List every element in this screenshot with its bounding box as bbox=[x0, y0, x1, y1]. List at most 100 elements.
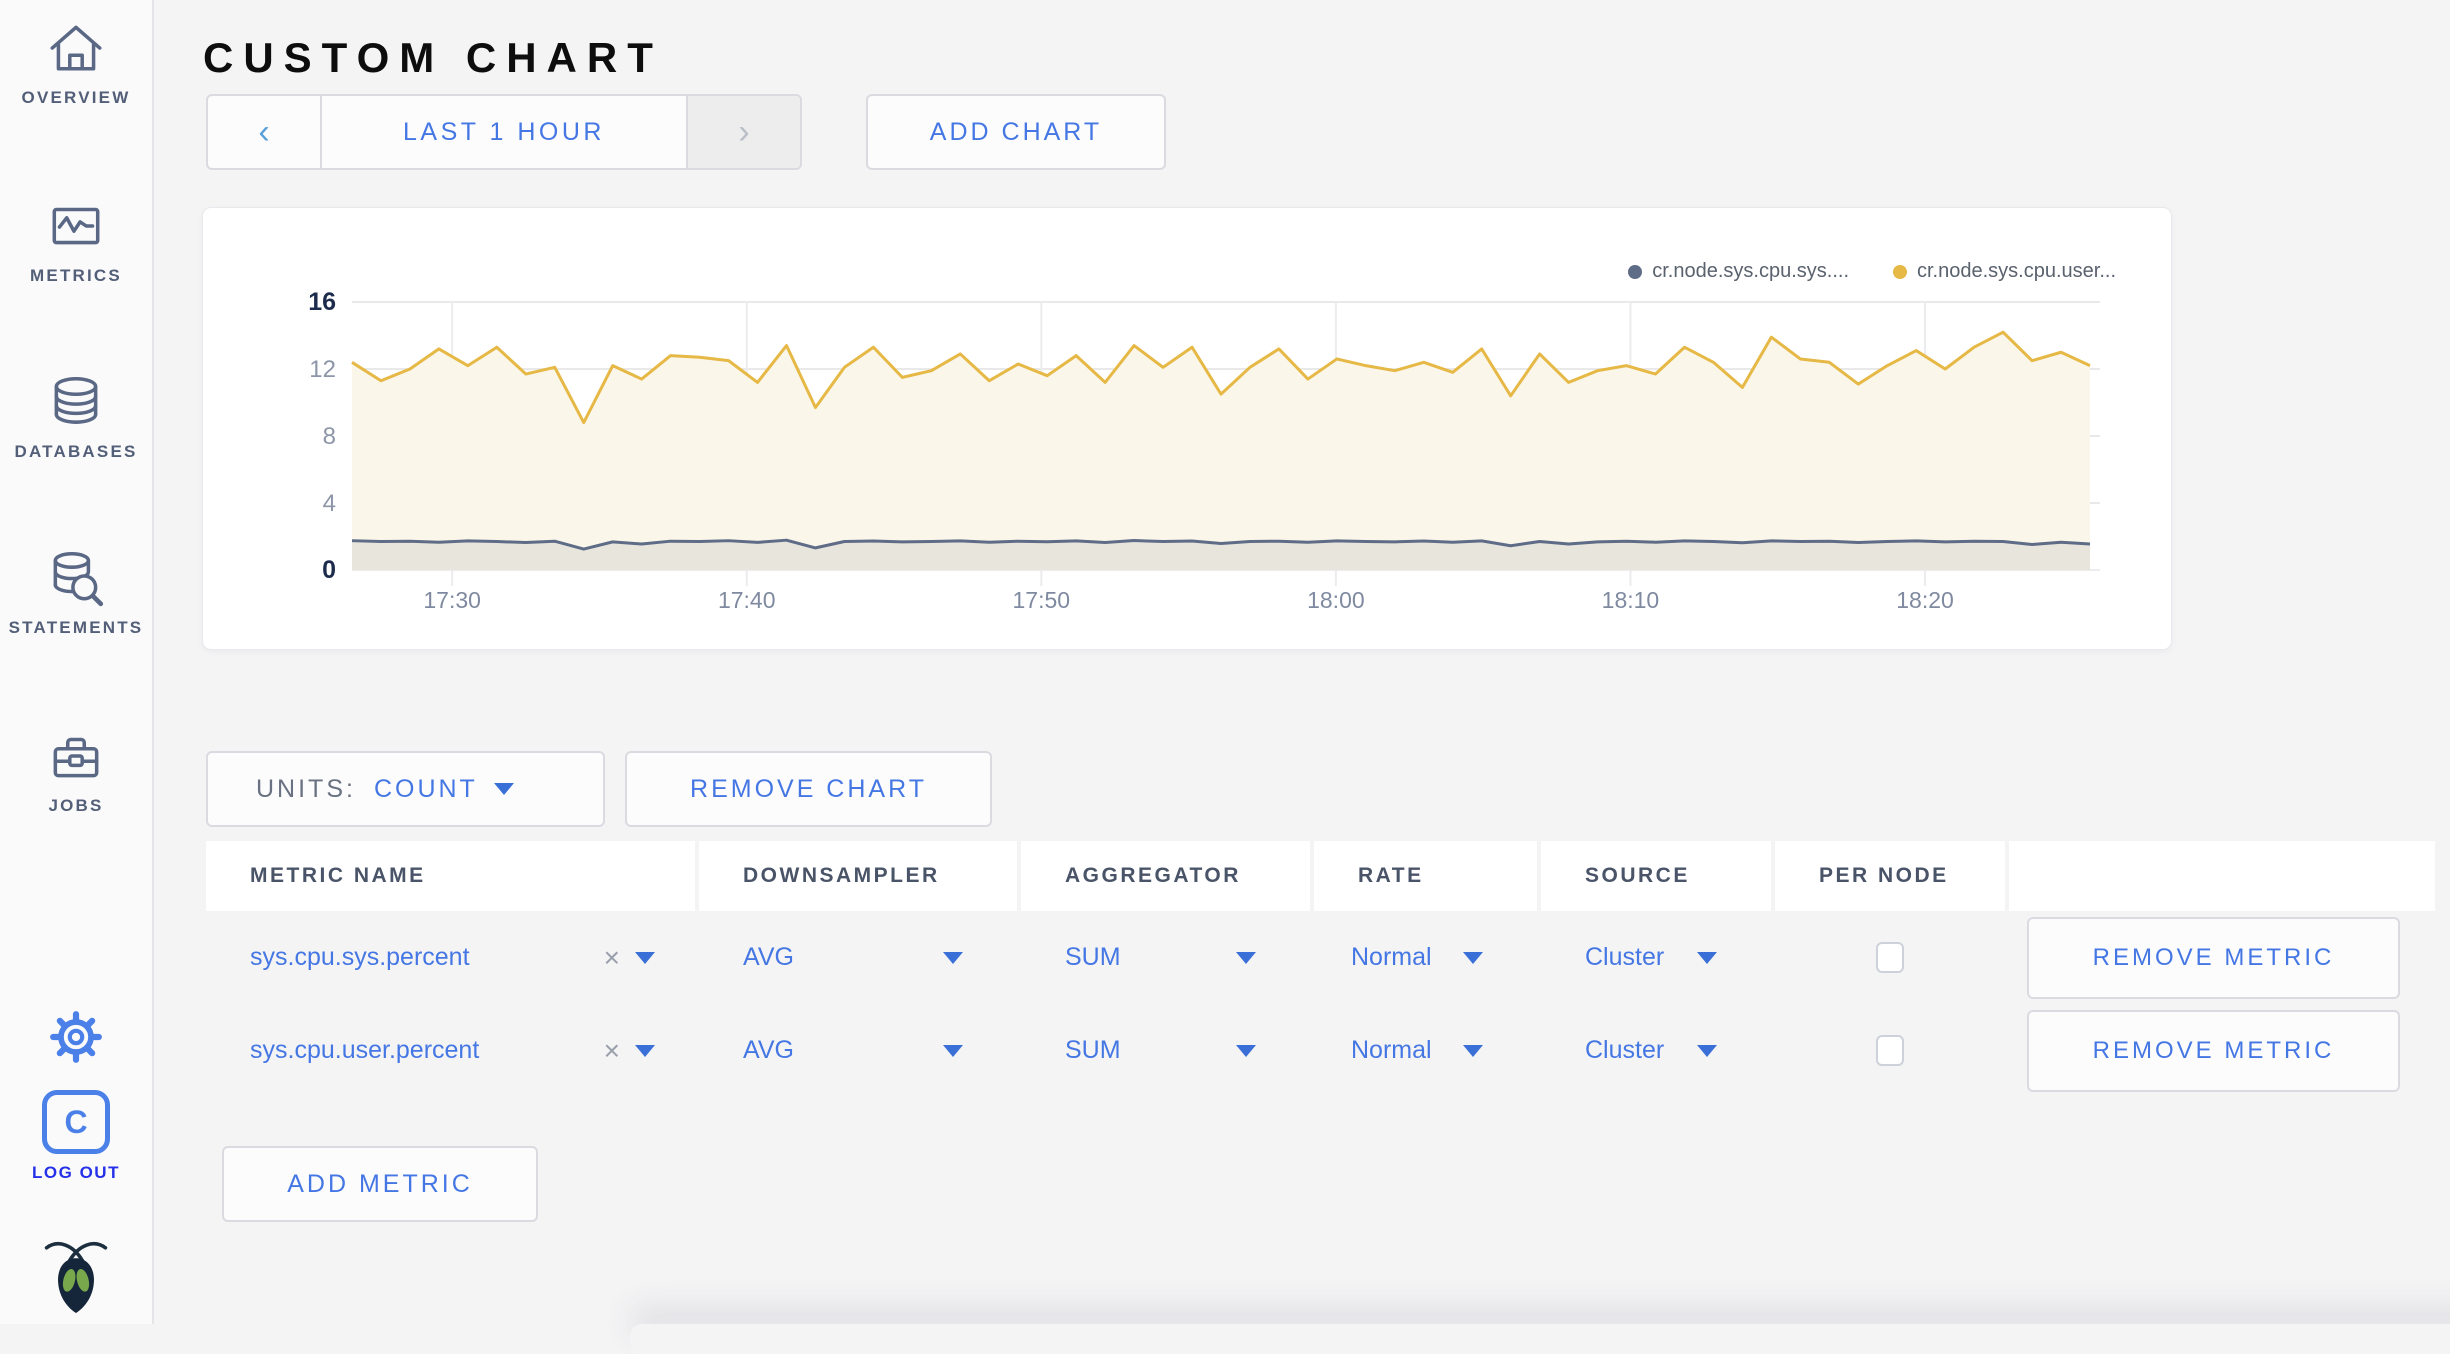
remove-metric-button[interactable]: REMOVE METRIC bbox=[2027, 916, 2400, 999]
legend-dot-sys bbox=[1628, 264, 1643, 279]
source-value: Cluster bbox=[1585, 943, 1665, 971]
briefcase-icon bbox=[45, 724, 107, 786]
column-header-per-node: PER NODE bbox=[1775, 841, 2005, 911]
c-letter: C bbox=[64, 1103, 88, 1140]
logout-button[interactable]: C LOG OUT bbox=[0, 1090, 152, 1183]
downsampler-select[interactable]: AVG bbox=[699, 1004, 1017, 1097]
svg-text:18:20: 18:20 bbox=[1896, 587, 1954, 613]
add-metric-button[interactable]: ADD METRIC bbox=[222, 1146, 538, 1222]
remove-metric-button[interactable]: REMOVE METRIC bbox=[2027, 1009, 2400, 1092]
column-header-actions bbox=[2009, 841, 2435, 911]
cockroach-bug-icon bbox=[43, 1232, 109, 1314]
chart-legend: cr.node.sys.cpu.sys.... cr.node.sys.cpu.… bbox=[1628, 260, 2116, 283]
chevron-down-icon bbox=[943, 951, 963, 964]
time-range-prev-button[interactable]: ‹ bbox=[208, 96, 322, 168]
chevron-down-icon bbox=[943, 1044, 963, 1057]
svg-text:17:30: 17:30 bbox=[423, 587, 481, 613]
column-header-aggregator: AGGREGATOR bbox=[1021, 841, 1310, 911]
sidebar: OVERVIEW METRICS DATABASES bbox=[0, 0, 154, 1324]
legend-item-sys[interactable]: cr.node.sys.cpu.sys.... bbox=[1628, 260, 1849, 283]
column-header-downsampler: DOWNSAMPLER bbox=[699, 841, 1017, 911]
per-node-cell bbox=[1775, 911, 2005, 1004]
chevron-down-icon bbox=[635, 951, 655, 964]
statements-icon bbox=[45, 546, 107, 608]
logout-label: LOG OUT bbox=[32, 1163, 120, 1182]
units-label: UNITS: bbox=[256, 774, 356, 803]
cockroach-logo bbox=[0, 1232, 152, 1314]
per-node-checkbox[interactable] bbox=[1876, 1035, 1904, 1066]
rate-select[interactable]: Normal bbox=[1314, 1004, 1537, 1097]
aggregator-select[interactable]: SUM bbox=[1021, 911, 1310, 1004]
gear-icon bbox=[47, 1008, 105, 1066]
time-range-label[interactable]: LAST 1 HOUR bbox=[403, 117, 605, 146]
units-dropdown[interactable]: UNITS: COUNT bbox=[206, 751, 605, 827]
metrics-icon bbox=[45, 194, 107, 256]
metric-name-value: sys.cpu.user.percent bbox=[250, 1036, 480, 1064]
svg-text:18:00: 18:00 bbox=[1307, 587, 1365, 613]
chevron-down-icon bbox=[1463, 951, 1483, 964]
chart-svg: 0 4 8 12 16 17:30 17:40 17:50 18:00 18:10 18:20 bbox=[308, 288, 2100, 613]
aggregator-value: SUM bbox=[1065, 1036, 1121, 1064]
svg-text:12: 12 bbox=[309, 356, 336, 383]
column-header-metric-name: METRIC NAME bbox=[206, 841, 695, 911]
metrics-table: METRIC NAME DOWNSAMPLER AGGREGATOR RATE … bbox=[206, 841, 2435, 1097]
sidebar-item-databases[interactable]: DATABASES bbox=[0, 370, 152, 462]
remove-chart-button[interactable]: REMOVE CHART bbox=[625, 751, 992, 827]
chart-card: cr.node.sys.cpu.sys.... cr.node.sys.cpu.… bbox=[203, 208, 2171, 649]
svg-text:16: 16 bbox=[308, 288, 336, 316]
source-value: Cluster bbox=[1585, 1036, 1665, 1064]
sidebar-item-metrics[interactable]: METRICS bbox=[0, 194, 152, 286]
legend-item-user[interactable]: cr.node.sys.cpu.user... bbox=[1893, 260, 2116, 283]
chevron-down-icon bbox=[493, 783, 514, 795]
page-title: CUSTOM CHART bbox=[203, 34, 663, 82]
svg-text:17:50: 17:50 bbox=[1013, 587, 1071, 613]
actions-cell: REMOVE METRIC bbox=[2009, 911, 2435, 1004]
column-header-rate: RATE bbox=[1314, 841, 1537, 911]
legend-label: cr.node.sys.cpu.user... bbox=[1917, 260, 2116, 282]
chevron-right-icon: › bbox=[738, 112, 750, 151]
sidebar-item-jobs[interactable]: JOBS bbox=[0, 724, 152, 816]
metric-name-select[interactable]: sys.cpu.user.percent × bbox=[206, 1004, 695, 1097]
time-range-selector: ‹ LAST 1 HOUR › bbox=[206, 94, 802, 170]
sidebar-item-label: JOBS bbox=[48, 796, 104, 815]
downsampler-select[interactable]: AVG bbox=[699, 911, 1017, 1004]
units-value: COUNT bbox=[373, 774, 478, 803]
legend-dot-user bbox=[1893, 264, 1907, 279]
svg-text:8: 8 bbox=[323, 423, 336, 450]
metric-name-value: sys.cpu.sys.percent bbox=[250, 943, 470, 971]
chevron-down-icon bbox=[1697, 1044, 1717, 1057]
chevron-down-icon bbox=[1236, 1044, 1256, 1057]
chevron-down-icon bbox=[1697, 951, 1717, 964]
column-header-source: SOURCE bbox=[1541, 841, 1771, 911]
svg-text:0: 0 bbox=[322, 556, 336, 584]
cockroach-c-icon: C bbox=[42, 1090, 110, 1154]
aggregator-value: SUM bbox=[1065, 943, 1121, 971]
metric-name-select[interactable]: sys.cpu.sys.percent × bbox=[206, 911, 695, 1004]
sidebar-item-overview[interactable]: OVERVIEW bbox=[0, 16, 152, 108]
time-range-next-button[interactable]: › bbox=[686, 96, 800, 168]
sidebar-item-label: STATEMENTS bbox=[8, 618, 144, 637]
legend-label: cr.node.sys.cpu.sys.... bbox=[1652, 260, 1849, 282]
database-icon bbox=[45, 370, 107, 432]
chevron-left-icon: ‹ bbox=[258, 112, 270, 151]
rate-value: Normal bbox=[1351, 943, 1432, 971]
per-node-checkbox[interactable] bbox=[1876, 942, 1904, 973]
aggregator-select[interactable]: SUM bbox=[1021, 1004, 1310, 1097]
clear-metric-icon[interactable]: × bbox=[603, 941, 620, 973]
sidebar-item-statements[interactable]: STATEMENTS bbox=[0, 546, 152, 638]
sidebar-item-label: METRICS bbox=[30, 266, 122, 285]
source-select[interactable]: Cluster bbox=[1541, 1004, 1771, 1097]
chevron-down-icon bbox=[1463, 1044, 1483, 1057]
downsampler-value: AVG bbox=[743, 943, 794, 971]
actions-cell: REMOVE METRIC bbox=[2009, 1004, 2435, 1097]
add-chart-button[interactable]: ADD CHART bbox=[866, 94, 1166, 170]
settings-button[interactable] bbox=[0, 1008, 152, 1066]
sidebar-item-label: DATABASES bbox=[14, 442, 138, 461]
rate-select[interactable]: Normal bbox=[1314, 911, 1537, 1004]
svg-text:18:10: 18:10 bbox=[1602, 587, 1660, 613]
chevron-down-icon bbox=[635, 1044, 655, 1057]
source-select[interactable]: Cluster bbox=[1541, 911, 1771, 1004]
sidebar-item-label: OVERVIEW bbox=[21, 88, 131, 107]
downsampler-value: AVG bbox=[743, 1036, 794, 1064]
clear-metric-icon[interactable]: × bbox=[603, 1034, 620, 1066]
